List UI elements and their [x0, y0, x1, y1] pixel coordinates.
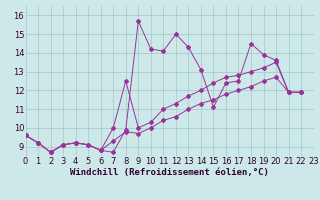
X-axis label: Windchill (Refroidissement éolien,°C): Windchill (Refroidissement éolien,°C): [70, 168, 269, 177]
